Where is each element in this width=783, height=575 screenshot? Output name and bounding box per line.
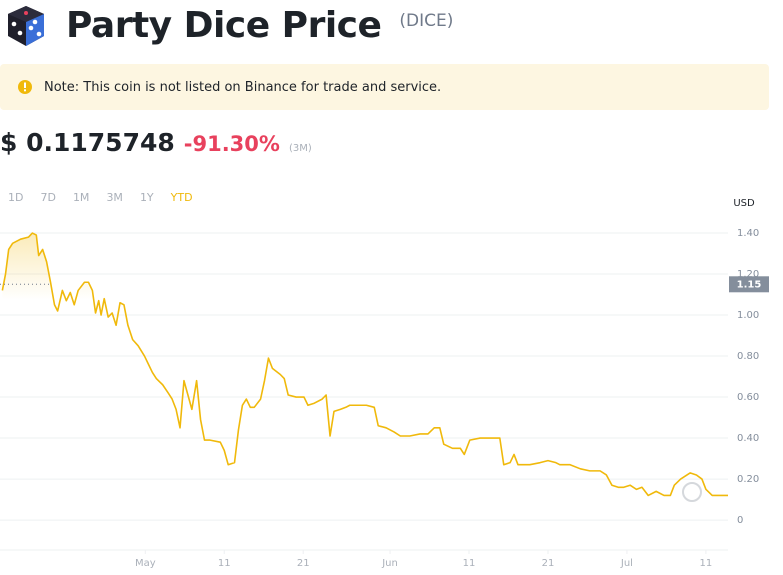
x-tick-label: Jul xyxy=(620,558,633,569)
y-tick-label: 1.20 xyxy=(737,269,759,280)
range-tab[interactable]: 1M xyxy=(72,191,90,204)
page-title: Party Dice Price xyxy=(66,4,382,46)
y-tick-label: 0.60 xyxy=(737,392,759,403)
y-tick-label: 0 xyxy=(737,515,743,526)
range-tabs: 1D 7D 1M 3M 1Y YTD xyxy=(8,191,193,204)
warning-icon xyxy=(18,80,32,94)
x-tick-label: 11 xyxy=(463,558,476,569)
y-tick-label: 0.80 xyxy=(737,351,759,362)
range-tab[interactable]: 7D xyxy=(40,191,56,204)
range-tab[interactable]: 1D xyxy=(8,191,24,204)
x-tick-label: May xyxy=(135,558,156,569)
price: $ 0.1175748 xyxy=(0,128,175,157)
price-tag-box xyxy=(729,276,769,293)
price-tag-label: 1.15 xyxy=(737,279,762,290)
notice-text: Note: This coin is not listed on Binance… xyxy=(44,79,442,95)
y-tick-label: 1.40 xyxy=(737,228,759,239)
x-tick-label: Jun xyxy=(381,558,398,569)
range-tab[interactable]: 1Y xyxy=(139,191,154,204)
header: Party Dice Price (DICE) xyxy=(0,0,453,50)
coin-symbol: (DICE) xyxy=(399,11,454,31)
price-row: $ 0.1175748 -91.30% (3M) xyxy=(0,128,312,157)
price-chart: USD 0 0.20 0.40 0.60 0.80 1.00 1.20 1.40 May 11 21… xyxy=(0,198,769,569)
x-tick-label: 11 xyxy=(218,558,231,569)
y-unit: USD xyxy=(733,198,755,209)
notice-banner: Note: This coin is not listed on Binance… xyxy=(0,64,769,110)
range-tab[interactable]: YTD xyxy=(170,191,193,204)
price-line xyxy=(1,232,728,497)
range-tab[interactable]: 3M xyxy=(106,191,123,204)
y-tick-label: 0.40 xyxy=(737,433,759,444)
change-period: (3M) xyxy=(288,143,312,154)
x-tick-label: 11 xyxy=(700,558,713,569)
coin-icon xyxy=(8,6,44,46)
y-tick-label: 1.00 xyxy=(737,310,759,321)
area xyxy=(2,233,728,550)
x-tick-label: 21 xyxy=(542,558,555,569)
x-tick-label: 21 xyxy=(297,558,310,569)
price-change: -91.30% xyxy=(183,132,280,156)
y-tick-label: 0.20 xyxy=(737,474,759,485)
